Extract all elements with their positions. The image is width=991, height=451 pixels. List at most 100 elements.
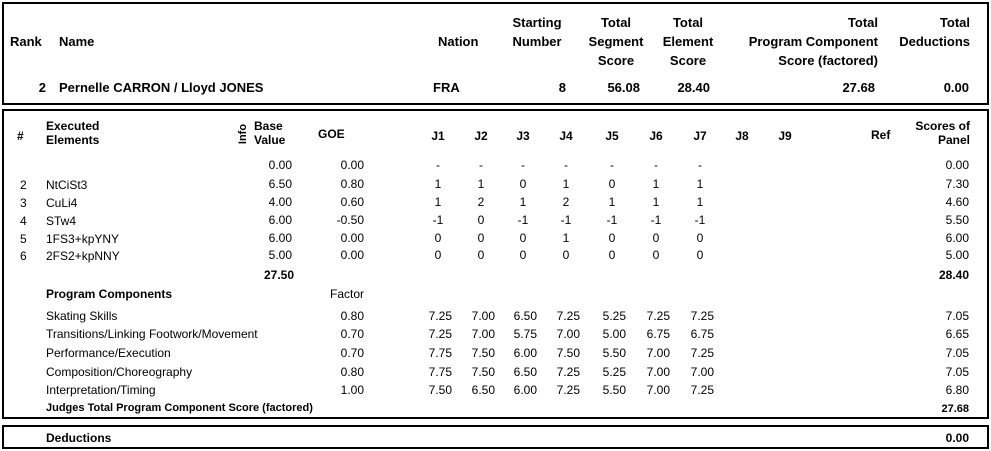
element-judge-score: -1: [694, 213, 706, 227]
element-base-value: 6.50: [268, 177, 292, 191]
component-factor: 0.70: [340, 346, 364, 360]
element-judge-score: 1: [477, 177, 485, 191]
component-factor: 0.80: [340, 309, 364, 323]
component-judge-score: 5.25: [602, 365, 626, 379]
component-name: Performance/Execution: [46, 346, 171, 360]
panel-total: 28.40: [938, 268, 969, 282]
component-judge-score: 7.25: [556, 365, 580, 379]
component-judge-score: 5.50: [602, 346, 626, 360]
skater-name: Pernelle CARRON / Lloyd JONES: [59, 80, 264, 95]
element-judge-score: -1: [560, 213, 572, 227]
deductions-header: Total Deductions: [899, 15, 970, 49]
element-code: NtCiSt3: [46, 178, 88, 192]
element-code: CuLi4: [46, 196, 78, 210]
element-panel-score: 5.00: [945, 248, 969, 262]
element-judge-score: -: [654, 158, 658, 172]
component-factor: 1.00: [340, 383, 364, 397]
factor-header: Factor: [330, 287, 365, 301]
component-judge-score: 7.00: [471, 309, 495, 323]
nation-header: Nation: [438, 34, 479, 49]
element-judge-score: 0: [652, 231, 660, 245]
starting-number-value: 8: [558, 80, 566, 95]
executed-elements-header: Executed Elements: [46, 119, 100, 147]
starting-number-header: Starting Number: [512, 15, 562, 49]
component-judge-score: 6.50: [513, 365, 537, 379]
element-code: STw4: [46, 214, 77, 228]
element-judge-score: 1: [696, 177, 704, 191]
component-judge-score: 7.00: [471, 327, 495, 341]
element-judge-score: 0: [477, 213, 485, 227]
panel-header: Scores of Panel: [915, 119, 970, 147]
component-judge-score: 7.00: [646, 383, 670, 397]
judge-header-7: J7: [693, 129, 707, 143]
summary-box: [2, 2, 989, 105]
component-judge-score: 7.50: [471, 346, 495, 360]
element-judge-score: 1: [562, 177, 570, 191]
component-name: Interpretation/Timing: [46, 383, 156, 397]
element-judge-score: -1: [650, 213, 662, 227]
element-code: 2FS2+kpNNY: [46, 249, 120, 263]
element-judge-score: 0: [477, 231, 485, 245]
component-judge-score: 7.25: [690, 346, 714, 360]
nation-value: FRA: [433, 80, 460, 95]
element-panel-score: 5.50: [945, 213, 969, 227]
component-score: 6.80: [945, 383, 969, 397]
element-judge-score: 0: [696, 231, 704, 245]
element-judge-score: 0: [434, 231, 442, 245]
element-judge-score: 0: [434, 248, 442, 262]
component-judge-score: 7.25: [556, 309, 580, 323]
element-judge-score: 0: [608, 248, 616, 262]
element-judge-score: 0: [608, 177, 616, 191]
name-header: Name: [59, 34, 95, 49]
element-goe: 0.80: [340, 177, 364, 191]
element-code: 1FS3+kpYNY: [46, 232, 120, 246]
element-goe: 0.00: [340, 248, 364, 262]
element-goe: 0.00: [340, 158, 364, 172]
element-judge-score: 1: [696, 195, 704, 209]
component-judge-score: 5.50: [602, 383, 626, 397]
rank-header: Rank: [10, 34, 42, 49]
program-components-title: Program Components: [46, 287, 173, 301]
component-judge-score: 7.00: [690, 365, 714, 379]
element-goe: 0.00: [340, 231, 364, 245]
element-judge-score: -1: [432, 213, 444, 227]
component-judge-score: 7.50: [428, 383, 452, 397]
element-judge-score: -: [521, 158, 525, 172]
judge-header-8: J8: [735, 129, 749, 143]
element-judge-score: 1: [608, 195, 616, 209]
judge-header-9: J9: [778, 129, 792, 143]
element-judge-score: 0: [652, 248, 660, 262]
component-judge-score: 6.50: [513, 309, 537, 323]
element-number: 5: [20, 232, 27, 246]
component-judge-score: 7.75: [428, 346, 452, 360]
component-score: 7.05: [945, 365, 969, 379]
element-base-value: 5.00: [268, 248, 292, 262]
info-header: Info: [237, 123, 249, 145]
element-judge-score: 0: [519, 231, 527, 245]
element-judge-score: -: [479, 158, 483, 172]
element-judge-score: 1: [434, 195, 442, 209]
judge-header-2: J2: [474, 129, 488, 143]
element-base-value: 4.00: [268, 195, 292, 209]
component-judge-score: 6.00: [513, 383, 537, 397]
element-base-value: 6.00: [268, 231, 292, 245]
component-judge-score: 6.75: [646, 327, 670, 341]
element-judge-score: 1: [434, 177, 442, 191]
element-base-value: 0.00: [268, 158, 292, 172]
component-judge-score: 7.25: [556, 383, 580, 397]
element-judge-score: 0: [608, 231, 616, 245]
element-goe: -0.50: [336, 213, 364, 227]
segment-score-value: 56.08: [607, 80, 640, 95]
element-panel-score: 6.00: [945, 231, 969, 245]
judge-header-6: J6: [649, 129, 663, 143]
element-judge-score: -: [698, 158, 702, 172]
element-judge-score: 0: [519, 248, 527, 262]
judge-header-4: J4: [559, 129, 573, 143]
element-score-value: 28.40: [677, 80, 710, 95]
element-judge-score: 1: [519, 195, 527, 209]
rank-value: 2: [38, 80, 46, 95]
ref-header: Ref: [871, 128, 891, 142]
component-score: 6.65: [945, 327, 969, 341]
deductions-amount: 0.00: [945, 431, 969, 445]
component-score: 7.05: [945, 346, 969, 360]
